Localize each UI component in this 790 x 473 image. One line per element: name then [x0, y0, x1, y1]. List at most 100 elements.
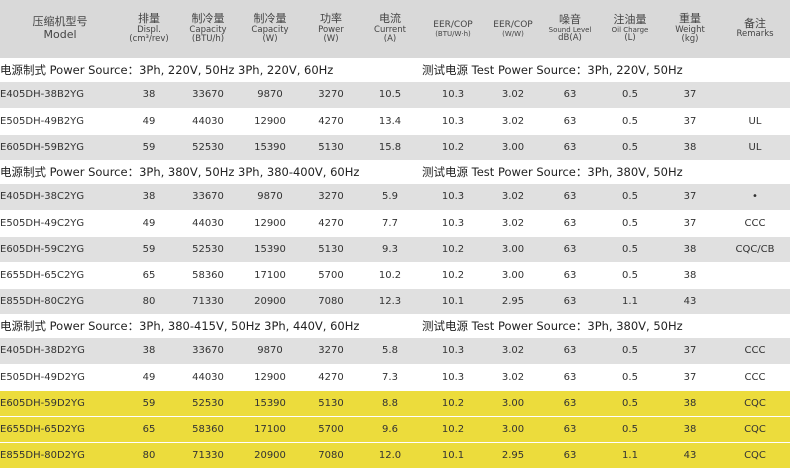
capacity-btu-cell: 58360 — [178, 262, 238, 289]
sound-level-cell: 63 — [540, 338, 600, 365]
header-capacity-w: 制冷量 Capacity (W) — [251, 11, 289, 45]
eer-btu-cell: 10.3 — [420, 338, 486, 365]
displacement-cell: 59 — [120, 134, 178, 161]
capacity-w-cell: 12900 — [238, 210, 302, 237]
table-row: E505DH-49B2YG 49 44030 12900 4270 13.4 10.3 3.0… — [0, 108, 790, 135]
eer-ww-cell: 3.02 — [486, 210, 540, 237]
oil-charge-cell: 0.5 — [600, 134, 660, 161]
displacement-cell: 65 — [120, 262, 178, 289]
remarks-cell: CCC — [720, 210, 790, 237]
power-cell: 4270 — [302, 210, 360, 237]
sound-level-cell: 63 — [540, 108, 600, 135]
oil-charge-cell: 1.1 — [600, 288, 660, 315]
sound-level-cell: 63 — [540, 82, 600, 109]
table-row: E405DH-38D2YG 38 33670 9870 3270 5.8 10.3 3.02 6… — [0, 338, 790, 365]
header-model: 压缩机型号 Model — [32, 15, 88, 41]
table-body: 电源制式 Power Source：3Ph, 220V, 50Hz 3Ph, 2… — [0, 58, 790, 469]
power-cell: 3270 — [302, 184, 360, 211]
capacity-btu-cell: 52530 — [178, 134, 238, 161]
weight-cell: 37 — [660, 108, 720, 135]
model-cell: E505DH-49B2YG — [0, 108, 120, 135]
remarks-cell: UL — [720, 134, 790, 161]
eer-ww-cell: 3.00 — [486, 262, 540, 289]
remarks-cell — [720, 82, 790, 109]
displacement-cell: 38 — [120, 82, 178, 109]
sound-level-cell: 63 — [540, 390, 600, 417]
capacity-w-cell: 15390 — [238, 236, 302, 263]
power-cell: 5130 — [302, 134, 360, 161]
capacity-btu-cell: 71330 — [178, 442, 238, 469]
eer-ww-cell: 3.02 — [486, 108, 540, 135]
displacement-cell: 65 — [120, 416, 178, 443]
section-header-row: 电源制式 Power Source：3Ph, 380-415V, 50Hz 3P… — [0, 314, 790, 338]
model-cell: E405DH-38B2YG — [0, 82, 120, 109]
eer-btu-cell: 10.1 — [420, 288, 486, 315]
section-header-row: 电源制式 Power Source：3Ph, 380V, 50Hz 3Ph, 3… — [0, 160, 790, 184]
capacity-btu-cell: 58360 — [178, 416, 238, 443]
capacity-btu-cell: 52530 — [178, 236, 238, 263]
weight-cell: 37 — [660, 184, 720, 211]
remarks-cell: • — [720, 184, 790, 211]
current-cell: 5.8 — [360, 338, 420, 365]
power-cell: 4270 — [302, 364, 360, 391]
sound-level-cell: 63 — [540, 236, 600, 263]
remarks-cell: CQC/CB — [720, 236, 790, 263]
displacement-cell: 38 — [120, 184, 178, 211]
current-cell: 9.3 — [360, 236, 420, 263]
eer-ww-cell: 3.00 — [486, 416, 540, 443]
current-cell: 7.7 — [360, 210, 420, 237]
current-cell: 8.8 — [360, 390, 420, 417]
remarks-cell: CCC — [720, 338, 790, 365]
sound-level-cell: 63 — [540, 364, 600, 391]
power-cell: 4270 — [302, 108, 360, 135]
oil-charge-cell: 0.5 — [600, 416, 660, 443]
capacity-w-cell: 20900 — [238, 442, 302, 469]
weight-cell: 43 — [660, 288, 720, 315]
table-row: E655DH-65D2YG 65 58360 17100 5700 9.6 10.2 3.00… — [0, 416, 790, 443]
weight-cell: 37 — [660, 82, 720, 109]
capacity-w-cell: 9870 — [238, 184, 302, 211]
current-cell: 12.3 — [360, 288, 420, 315]
eer-ww-cell: 2.95 — [486, 288, 540, 315]
oil-charge-cell: 0.5 — [600, 82, 660, 109]
eer-ww-cell: 3.02 — [486, 184, 540, 211]
remarks-cell — [720, 262, 790, 289]
current-cell: 9.6 — [360, 416, 420, 443]
model-cell: E505DH-49D2YG — [0, 364, 120, 391]
model-cell: E605DH-59B2YG — [0, 134, 120, 161]
eer-btu-cell: 10.3 — [420, 184, 486, 211]
capacity-btu-cell: 33670 — [178, 184, 238, 211]
power-cell: 7080 — [302, 288, 360, 315]
model-cell: E855DH-80C2YG — [0, 288, 120, 315]
displacement-cell: 80 — [120, 442, 178, 469]
table-row: E505DH-49D2YG 49 44030 12900 4270 7.3 10.3 3.02… — [0, 364, 790, 391]
header-displacement: 排量 Displ. (cm³/rev) — [129, 11, 169, 45]
power-cell: 5130 — [302, 390, 360, 417]
capacity-w-cell: 20900 — [238, 288, 302, 315]
weight-cell: 37 — [660, 338, 720, 365]
header-eer-ww: EER/COP (W/W) — [493, 19, 533, 39]
oil-charge-cell: 0.5 — [600, 390, 660, 417]
eer-ww-cell: 3.00 — [486, 236, 540, 263]
weight-cell: 38 — [660, 236, 720, 263]
capacity-w-cell: 12900 — [238, 108, 302, 135]
eer-btu-cell: 10.3 — [420, 210, 486, 237]
table-row: E605DH-59B2YG 59 52530 15390 5130 15.8 10.2 3.0… — [0, 134, 790, 161]
eer-btu-cell: 10.3 — [420, 364, 486, 391]
capacity-btu-cell: 52530 — [178, 390, 238, 417]
oil-charge-cell: 0.5 — [600, 236, 660, 263]
sound-level-cell: 63 — [540, 416, 600, 443]
eer-btu-cell: 10.2 — [420, 134, 486, 161]
eer-ww-cell: 3.02 — [486, 82, 540, 109]
test-power-source-label: 测试电源 Test Power Source：3Ph, 380V, 50Hz — [422, 319, 683, 334]
remarks-cell: UL — [720, 108, 790, 135]
current-cell: 13.4 — [360, 108, 420, 135]
eer-ww-cell: 3.02 — [486, 364, 540, 391]
capacity-btu-cell: 44030 — [178, 210, 238, 237]
power-cell: 5700 — [302, 262, 360, 289]
header-current: 电流 Current (A) — [374, 11, 406, 45]
weight-cell: 37 — [660, 210, 720, 237]
weight-cell: 37 — [660, 364, 720, 391]
power-cell: 5130 — [302, 236, 360, 263]
table-row: E605DH-59D2YG 59 52530 15390 5130 8.8 10.2 3.00… — [0, 390, 790, 417]
